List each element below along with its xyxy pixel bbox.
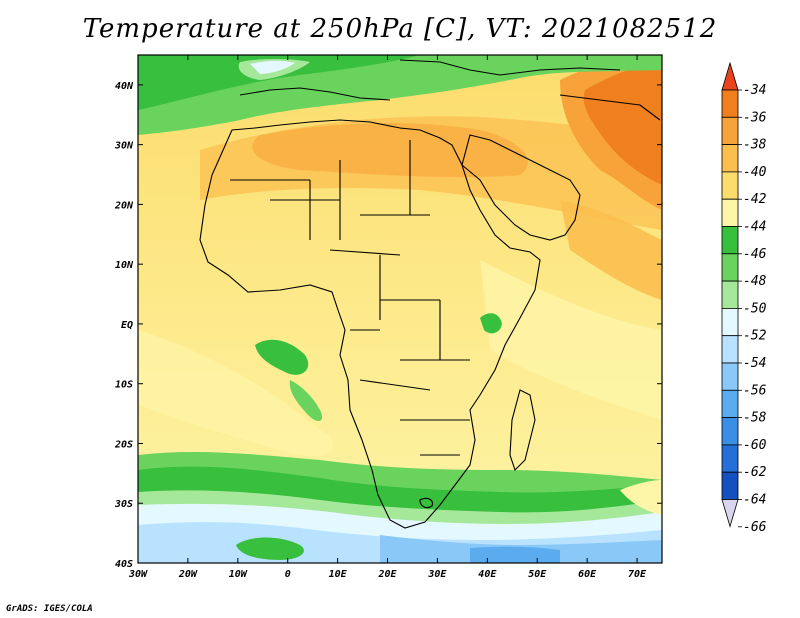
plot-frame	[137, 54, 663, 564]
colorbar-label: -64	[743, 493, 766, 508]
colorbar-segment	[721, 253, 739, 282]
colorbar-label: -60	[743, 438, 767, 453]
colorbar-label: -40	[743, 165, 767, 180]
lon-tick-label: 70E	[628, 569, 647, 580]
lon-tick-label: 20W	[178, 569, 198, 580]
colorbar-label: -34	[743, 83, 766, 98]
map-title: Temperature at 250hPa [C], VT: 202108251…	[82, 14, 718, 44]
lon-tick-label: 30W	[128, 569, 148, 580]
colorbar-segment	[721, 171, 739, 200]
lat-tick-label: 40S	[115, 559, 133, 570]
lon-tick-label: 50E	[528, 569, 547, 580]
colorbar-label: -66	[743, 520, 767, 535]
colorbar-segment	[721, 89, 739, 118]
colorbar-label: -56	[743, 383, 767, 398]
lon-tick-label: 0	[285, 569, 291, 580]
colorbar-segment	[721, 417, 739, 446]
colorbar-segment	[721, 471, 739, 500]
temperature-field	[138, 55, 662, 563]
colorbar-label: -58	[743, 411, 767, 426]
map-axes: 30W 20W 10W 0 10E 20E 30E 40E 50E 60E 70E 40N 30N 20N…	[114, 55, 662, 580]
lat-tick-label: 10N	[115, 260, 134, 271]
colorbar-label: -48	[743, 274, 767, 289]
lat-tick-label: 30S	[114, 499, 133, 510]
lon-tick-label: 10E	[329, 569, 348, 580]
coastlines	[199, 59, 661, 529]
lon-tick-label: 60E	[578, 569, 597, 580]
colorbar-segment	[721, 444, 739, 473]
lon-tick-label: 40E	[478, 569, 497, 580]
grads-credit: GrADS: IGES/COLA	[6, 604, 93, 614]
colorbar-label: -36	[743, 110, 767, 125]
colorbar-label: -54	[743, 356, 766, 371]
colorbar-segment	[721, 362, 739, 391]
colorbar-top-triangle	[721, 61, 739, 91]
colorbar-segment	[721, 226, 739, 255]
lat-tick-label: 10S	[115, 380, 133, 391]
colorbar-label: -38	[743, 138, 767, 153]
lon-tick-label: 10W	[229, 569, 248, 580]
colorbar-label: -42	[743, 192, 767, 207]
colorbar-label: -46	[743, 247, 767, 262]
lat-tick-label: 20S	[114, 439, 133, 450]
colorbar-segment	[721, 307, 739, 337]
lat-tick-label: 30N	[114, 141, 134, 152]
colorbar-bottom-triangle	[721, 499, 739, 528]
colorbar-segment	[721, 198, 739, 227]
lon-tick-label: 30E	[427, 569, 447, 580]
colorbar-label: -52	[743, 329, 767, 344]
colorbar-label: -62	[743, 465, 767, 480]
colorbar-segment	[721, 389, 739, 418]
colorbar-segment	[721, 144, 739, 173]
lat-tick-label: EQ	[121, 320, 133, 331]
colorbar-segment	[721, 335, 739, 364]
colorbar-segment	[721, 280, 739, 309]
colorbar-label: -44	[743, 220, 766, 235]
lat-tick-label: 40N	[115, 81, 134, 92]
colorbar: -34 -36 -38 -40 -42 -44 -46 -48 -50 -52 -54 -56 -58 -…	[721, 61, 767, 535]
lat-tick-label: 20N	[114, 200, 134, 211]
colorbar-label: -50	[743, 301, 767, 316]
lon-tick-label: 20E	[377, 569, 397, 580]
colorbar-segment	[721, 116, 739, 146]
